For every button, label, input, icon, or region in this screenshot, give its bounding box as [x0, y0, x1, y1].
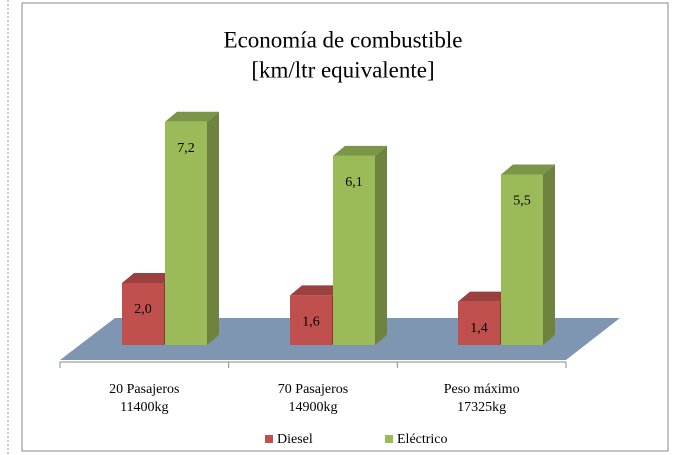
bar-front	[501, 174, 543, 345]
bar-front	[458, 301, 500, 345]
x-tick-label: 70 Pasajeros	[278, 382, 348, 397]
data-label: 6,1	[345, 175, 363, 190]
bar-front	[122, 283, 164, 345]
bar-side	[207, 111, 219, 345]
chart-title: Economía de combustible	[224, 27, 463, 52]
bar	[501, 164, 555, 345]
x-tick-label: 14900kg	[289, 400, 338, 415]
x-tick-label: 11400kg	[120, 400, 168, 415]
chart-title: [km/ltr equivalente]	[251, 57, 434, 82]
bar-front	[290, 295, 332, 345]
bar-top	[165, 111, 219, 122]
bar-top	[333, 145, 387, 156]
x-tick-label: 17325kg	[457, 400, 506, 415]
legend-label: Diesel	[277, 432, 313, 447]
bar-side	[375, 145, 387, 345]
bar-front	[333, 155, 375, 345]
bar-front	[165, 121, 207, 345]
data-label: 7,2	[177, 141, 195, 156]
legend-swatch	[265, 435, 273, 443]
data-label: 1,4	[470, 321, 488, 336]
data-label: 1,6	[302, 315, 320, 330]
bar-top	[290, 285, 344, 296]
legend-label: Eléctrico	[397, 432, 448, 447]
data-label: 5,5	[513, 194, 531, 209]
bar-side	[543, 164, 555, 345]
bar	[333, 145, 387, 345]
x-tick-label: Peso máximo	[444, 382, 520, 397]
data-label: 2,0	[134, 302, 152, 317]
bar	[165, 111, 219, 345]
x-tick-label: 20 Pasajeros	[109, 382, 179, 397]
bar-top	[458, 291, 512, 302]
bar-top	[122, 273, 176, 283]
bar-top	[501, 164, 555, 175]
legend-swatch	[385, 435, 393, 443]
